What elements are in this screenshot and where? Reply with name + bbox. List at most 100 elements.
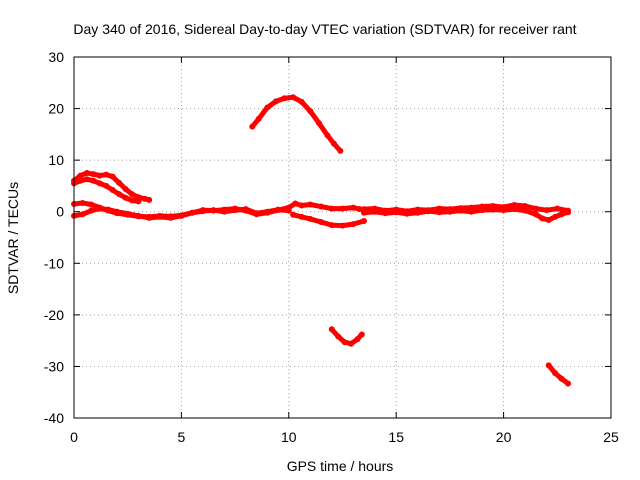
data-point xyxy=(511,206,518,213)
data-point xyxy=(558,211,565,218)
data-point xyxy=(281,95,288,102)
data-point xyxy=(403,210,410,217)
data-point xyxy=(552,370,559,377)
data-point xyxy=(328,222,335,229)
data-point xyxy=(436,209,443,216)
data-point xyxy=(457,207,464,214)
data-point xyxy=(371,208,378,215)
data-point xyxy=(77,172,84,179)
data-point xyxy=(221,208,228,215)
data-point xyxy=(249,123,256,130)
data-point xyxy=(318,203,325,210)
data-point xyxy=(298,98,305,105)
data-point xyxy=(350,221,357,228)
data-point xyxy=(545,362,552,369)
data-point xyxy=(307,215,314,222)
data-point xyxy=(156,213,163,220)
data-point xyxy=(328,205,335,212)
data-point xyxy=(307,108,314,115)
data-point xyxy=(558,375,565,382)
data-point xyxy=(337,147,344,154)
x-tick-label: 15 xyxy=(388,429,404,445)
series-arc-high xyxy=(249,94,344,154)
data-point xyxy=(96,172,103,179)
data-point xyxy=(500,207,507,214)
y-tick-label: -40 xyxy=(44,410,64,426)
y-tick-label: 0 xyxy=(56,204,64,220)
data-point xyxy=(360,209,367,216)
data-point xyxy=(135,198,142,205)
x-axis-label: GPS time / hours xyxy=(287,458,394,474)
data-point xyxy=(255,115,262,122)
data-point xyxy=(468,208,475,215)
x-tick-label: 5 xyxy=(178,429,186,445)
data-point xyxy=(113,208,120,215)
data-point xyxy=(489,206,496,213)
series-tail-low xyxy=(545,362,572,387)
data-point xyxy=(146,214,153,221)
data-point xyxy=(189,209,196,216)
series-line xyxy=(71,206,292,221)
data-point xyxy=(128,197,135,204)
data-point xyxy=(393,209,400,216)
data-point xyxy=(79,211,86,218)
data-point xyxy=(446,208,453,215)
ticks: 0 5 10 15 20 25 -40 -30 -20 -10 0 10 20 30 xyxy=(44,49,619,445)
data-point xyxy=(103,182,110,189)
data-point xyxy=(232,207,239,214)
data-point xyxy=(109,173,116,180)
series-track-g xyxy=(360,206,572,223)
x-tick-label: 25 xyxy=(603,429,619,445)
data-point xyxy=(356,206,363,213)
data-point xyxy=(354,336,361,343)
data-point xyxy=(425,208,432,215)
grid xyxy=(74,57,611,418)
data-point xyxy=(358,331,365,338)
data-point xyxy=(532,205,539,212)
data-point xyxy=(88,207,95,214)
data-point xyxy=(83,170,90,177)
x-tick-label: 10 xyxy=(281,429,297,445)
y-tick-label: 10 xyxy=(48,152,64,168)
plot-frame xyxy=(73,56,612,419)
data-point xyxy=(479,207,486,214)
data-point xyxy=(543,207,550,214)
y-tick-label: -20 xyxy=(44,307,64,323)
data-point xyxy=(335,333,342,340)
data-point xyxy=(339,205,346,212)
x-tick-label: 0 xyxy=(70,429,78,445)
data-point xyxy=(324,132,331,139)
data-point xyxy=(103,171,110,178)
data-point xyxy=(178,212,185,219)
data-point xyxy=(290,94,297,101)
data-point xyxy=(275,206,282,213)
chart-title: Day 340 of 2016, Sidereal Day-to-day VTE… xyxy=(73,21,576,37)
data-point xyxy=(414,209,421,216)
data-point xyxy=(124,210,131,217)
data-point xyxy=(539,215,546,222)
data-point xyxy=(315,120,322,127)
data-point xyxy=(339,222,346,229)
data-point xyxy=(341,339,348,346)
series-track-d xyxy=(71,205,292,221)
data-point xyxy=(199,208,206,215)
data-point xyxy=(298,213,305,220)
data-point xyxy=(552,213,559,220)
data-point xyxy=(96,180,103,187)
data-point xyxy=(210,207,217,214)
y-axis-label: SDTVAR / TECUs xyxy=(5,182,21,294)
data-point xyxy=(128,191,135,198)
series-arc-low xyxy=(328,326,365,347)
data-point xyxy=(88,201,95,208)
series-line xyxy=(361,206,571,223)
data-point xyxy=(522,207,529,214)
data-point xyxy=(253,210,260,217)
data-point xyxy=(79,199,86,206)
data-point xyxy=(348,340,355,347)
data-point xyxy=(109,187,116,194)
data-point xyxy=(116,179,123,186)
data-point xyxy=(135,212,142,219)
series-line xyxy=(546,362,571,386)
data-point xyxy=(285,207,292,214)
